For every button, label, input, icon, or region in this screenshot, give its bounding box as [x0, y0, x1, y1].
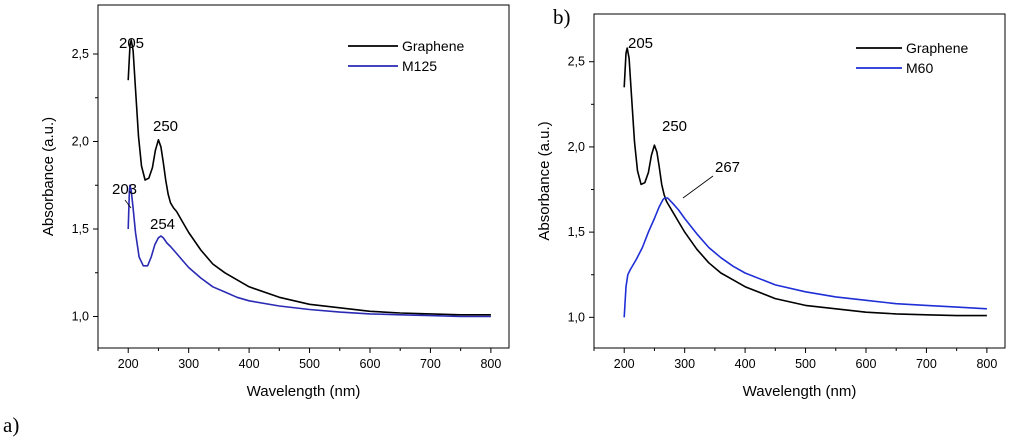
- y-axis-label: Absorbance (a.u.): [536, 121, 553, 240]
- peak-label: 254: [150, 216, 175, 233]
- x-tick-label: 200: [614, 357, 635, 371]
- peak-label: 250: [153, 118, 178, 135]
- peak-label: 205: [628, 35, 653, 52]
- series-line-m125: [128, 185, 491, 316]
- x-tick-label: 700: [420, 357, 441, 371]
- x-tick-label: 800: [976, 357, 997, 371]
- legend-label: M60: [906, 60, 933, 76]
- y-tick-label: 1,0: [568, 310, 585, 324]
- x-tick-label: 200: [118, 357, 139, 371]
- x-tick-label: 800: [480, 357, 501, 371]
- series-line-m60: [624, 198, 987, 317]
- x-axis-label: Wavelength (nm): [247, 383, 361, 400]
- x-tick-label: 600: [360, 357, 381, 371]
- x-tick-label: 700: [916, 357, 937, 371]
- legend-label: Graphene: [906, 40, 968, 56]
- x-tick-label: 500: [299, 357, 320, 371]
- chart-panel-a: 200 300 400 500 600 700 800 1,0 1,5 2,0 2,5 Wavelen…: [40, 5, 509, 400]
- legend-label: Graphene: [402, 38, 464, 54]
- chart-panel-b: 200 300 400 500 600 700 800 1,0 1,5 2,0 2,5 Wavelen…: [536, 14, 1005, 400]
- peak-label: 250: [662, 118, 687, 135]
- peak-leader-line: [125, 200, 131, 208]
- x-tick-label: 400: [735, 357, 756, 371]
- panel-b-letter: b): [553, 5, 571, 29]
- panel-a-letter: a): [3, 413, 19, 437]
- plot-frame: [594, 14, 1005, 348]
- x-tick-label: 400: [239, 357, 260, 371]
- y-tick-label: 2,0: [568, 140, 585, 154]
- series-line-graphene: [624, 48, 987, 316]
- x-tick-label: 300: [674, 357, 695, 371]
- y-axis-label: Absorbance (a.u.): [40, 117, 57, 236]
- y-tick-label: 2,5: [568, 55, 585, 69]
- peak-leader-line: [683, 176, 713, 198]
- y-tick-label: 1,5: [72, 222, 89, 236]
- plot-frame: [98, 5, 509, 348]
- x-tick-label: 300: [178, 357, 199, 371]
- peak-label: 267: [715, 159, 740, 176]
- x-axis-label: Wavelength (nm): [743, 383, 857, 400]
- x-tick-label: 600: [856, 357, 877, 371]
- series-line-graphene: [128, 40, 491, 315]
- y-tick-label: 1,0: [72, 310, 89, 324]
- legend-label: M125: [402, 58, 437, 74]
- peak-label: 205: [119, 35, 144, 52]
- y-tick-label: 2,5: [72, 47, 89, 61]
- peak-label: 203: [112, 181, 137, 198]
- y-tick-label: 1,5: [568, 225, 585, 239]
- y-tick-label: 2,0: [72, 135, 89, 149]
- x-tick-label: 500: [795, 357, 816, 371]
